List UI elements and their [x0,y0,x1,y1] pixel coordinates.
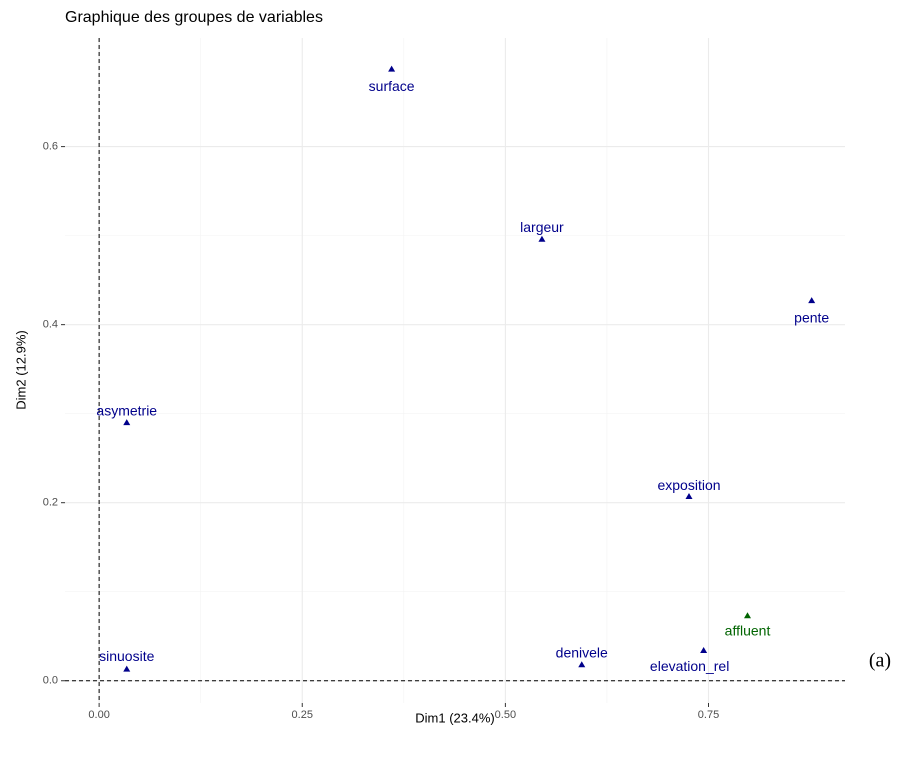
x-tick-label: 0.25 [292,709,313,721]
point-label: sinuosite [99,648,154,664]
point [808,297,816,304]
point-label: largeur [520,219,564,235]
point [538,235,546,242]
point-label: denivele [556,644,608,660]
point [744,612,751,619]
point-label: asymetrie [96,402,157,418]
point-label: exposition [657,477,720,493]
point [700,646,708,653]
y-tick-label: 0.4 [43,319,58,331]
annotation: (a) [869,650,891,672]
x-tick-label: 0.00 [88,709,109,721]
point-label: elevation_rel [650,658,729,674]
point [388,65,396,72]
x-tick-label: 0.50 [495,709,516,721]
x-tick-label: 0.75 [698,709,719,721]
y-axis-title: Dim2 (12.9%) [13,330,28,409]
chart-title: Graphique des groupes de variables [65,9,323,26]
y-tick-label: 0.6 [43,141,58,153]
point-label: affluent [725,622,771,638]
point-label: surface [369,78,415,94]
point-label: pente [794,309,829,325]
point [685,492,693,499]
y-tick-label: 0.0 [43,675,58,687]
x-axis-title: Dim1 (23.4%) [415,710,494,725]
point [123,419,131,426]
point [578,661,586,668]
y-tick-label: 0.2 [43,497,58,509]
point [123,665,131,672]
